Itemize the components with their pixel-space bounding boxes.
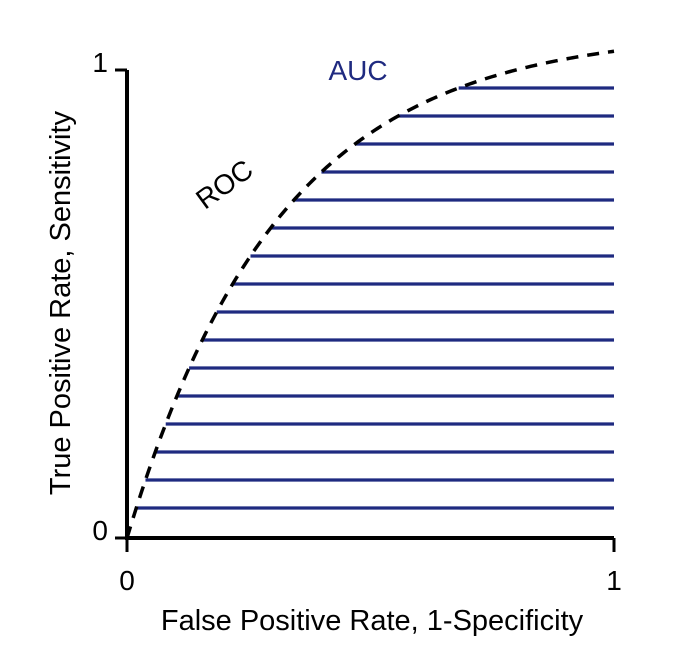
roc-label: ROC [190,153,259,215]
x-tick-label-left: 0 [119,565,135,596]
auc-area-lines [136,86,614,510]
x-axis-title: False Positive Rate, 1-Specificity [161,605,584,637]
x-tick-label-right: 1 [606,565,622,596]
y-tick-label-top: 1 [92,47,108,78]
y-axis-title: True Positive Rate, Sensitivity [45,110,77,495]
auc-label: AUC [328,55,387,86]
y-tick-label-bottom: 0 [92,515,108,546]
roc-curve [125,49,615,539]
